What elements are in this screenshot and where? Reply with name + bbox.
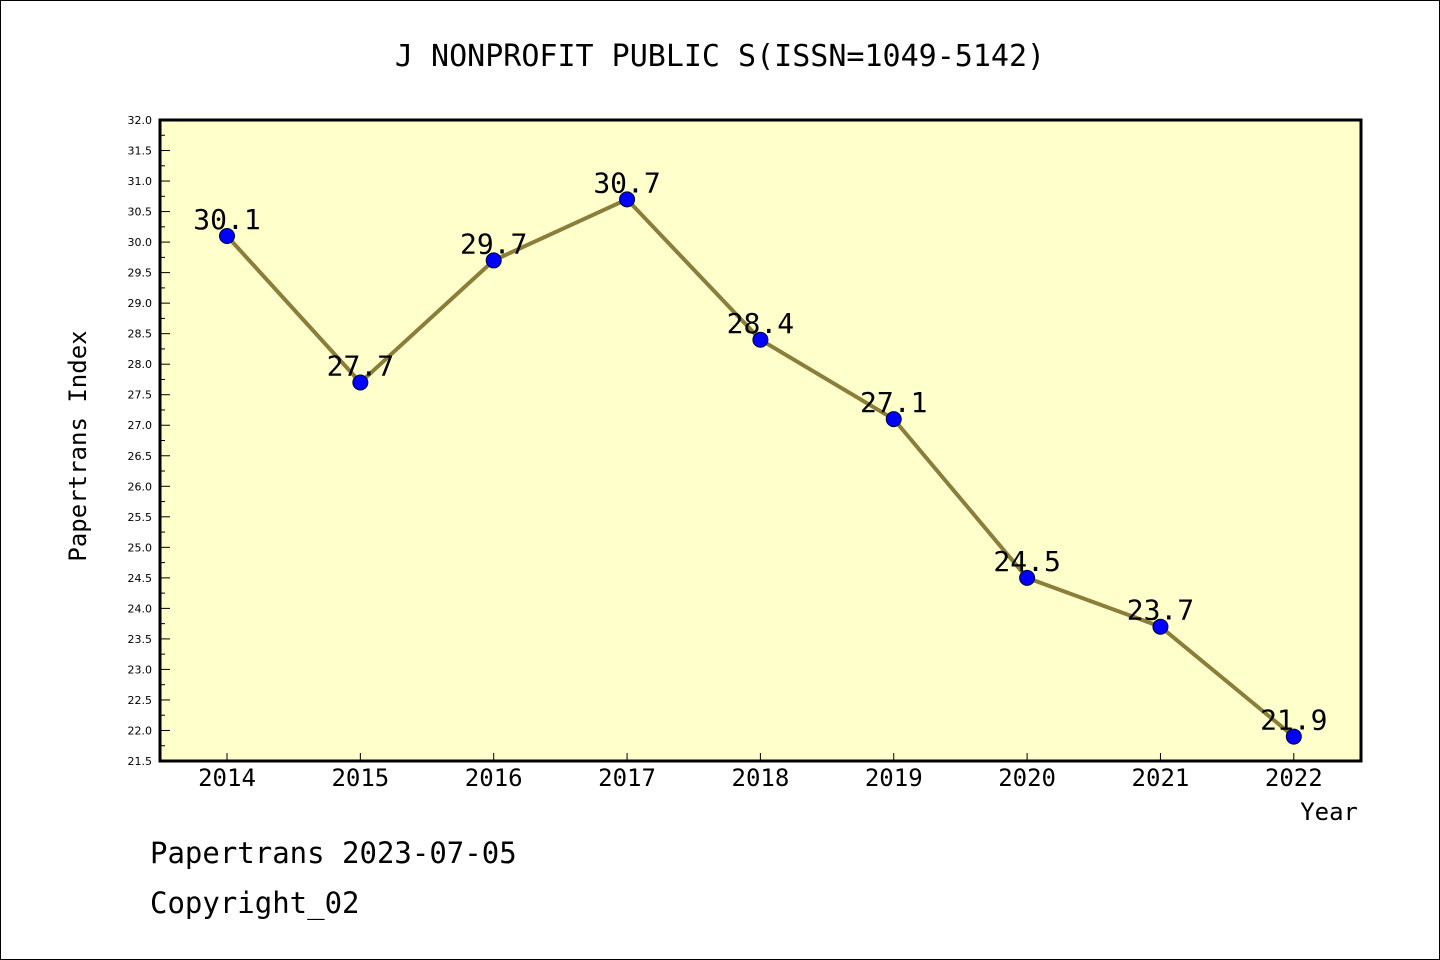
footer-copyright-label: Copyright_02 [150, 886, 360, 920]
y-tick-label: 23.0 [128, 663, 153, 676]
data-label: 29.7 [460, 227, 527, 260]
y-axis: 21.5 22.0 22.5 23.0 23.5 24.0 24.5 25.0 25.5 26.0… [128, 114, 170, 768]
series-layer: 30.1 27.7 29.7 30.7 28.4 27.1 24.5 23.7 21.9 [193, 166, 1328, 745]
y-tick-label: 21.5 [128, 755, 153, 768]
data-label: 30.7 [593, 166, 660, 199]
y-tick-label: 27.0 [128, 419, 153, 432]
y-tick-label: 32.0 [128, 114, 153, 127]
data-label: 27.1 [860, 386, 927, 419]
y-tick-label: 31.0 [128, 175, 153, 188]
data-point [752, 331, 769, 348]
data-point [485, 252, 502, 269]
data-point [352, 374, 369, 391]
y-tick-label: 25.5 [128, 511, 153, 524]
x-tick-label: 2021 [1132, 764, 1190, 792]
x-tick-label: 2018 [732, 764, 790, 792]
data-point [1285, 728, 1302, 745]
chart-title: J NONPROFIT PUBLIC S(ISSN=1049-5142) [395, 39, 1045, 74]
x-tick-label: 2014 [198, 764, 256, 792]
x-tick-label: 2016 [465, 764, 523, 792]
y-axis-label: Papertrans Index [64, 330, 92, 561]
data-point [885, 411, 902, 428]
y-tick-label: 22.5 [128, 694, 153, 707]
y-tick-label: 31.5 [128, 145, 153, 158]
data-point [1152, 618, 1169, 635]
footer-date-label: Papertrans 2023-07-05 [150, 836, 517, 870]
y-tick-label: 27.5 [128, 389, 153, 402]
plot-area [158, 118, 1363, 763]
data-label: 24.5 [993, 545, 1060, 578]
data-label: 28.4 [727, 307, 794, 340]
x-tick-label: 2019 [865, 764, 923, 792]
x-axis-label: Year [1300, 798, 1358, 826]
y-tick-label: 23.5 [128, 633, 153, 646]
y-tick-label: 29.5 [128, 267, 153, 280]
y-tick-label: 26.5 [128, 450, 153, 463]
x-tick-label: 2022 [1265, 764, 1323, 792]
y-tick-label: 29.0 [128, 297, 153, 310]
y-tick-label: 28.0 [128, 358, 153, 371]
y-tick-label: 22.0 [128, 724, 153, 737]
data-label: 30.1 [193, 203, 260, 236]
y-tick-label: 30.0 [128, 236, 153, 249]
y-tick-label: 25.0 [128, 541, 153, 554]
x-tick-label: 2017 [598, 764, 656, 792]
x-tick-label: 2020 [998, 764, 1056, 792]
y-tick-label: 30.5 [128, 206, 153, 219]
data-point [219, 227, 235, 244]
y-tick-label: 28.5 [128, 328, 153, 341]
data-label: 21.9 [1260, 704, 1327, 737]
y-tick-label: 26.0 [128, 480, 153, 493]
y-tick-label: 24.0 [128, 602, 153, 615]
data-point [619, 191, 636, 208]
x-axis: 2014 2015 2016 2017 2018 2019 2020 2021 2022 [198, 753, 1323, 792]
data-point [1019, 569, 1036, 586]
y-tick-label: 24.5 [128, 572, 153, 585]
data-label: 23.7 [1127, 594, 1194, 627]
x-tick-label: 2015 [331, 764, 389, 792]
data-label: 27.7 [327, 350, 394, 383]
